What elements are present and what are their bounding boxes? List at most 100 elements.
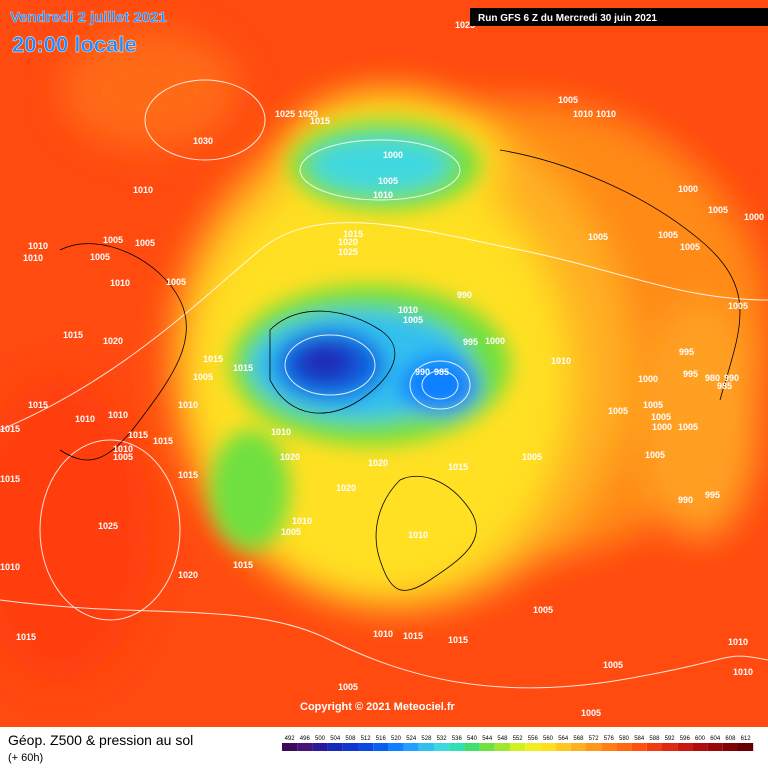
colorbar-label: 552: [513, 736, 524, 742]
isobar-label: 1010: [28, 241, 48, 251]
isobar-label: 1010: [733, 667, 753, 677]
isobar-label: 1000: [678, 184, 698, 194]
isobar-label: 985: [717, 381, 732, 391]
colorbar-label: 612: [741, 736, 752, 742]
colorbar-swatch: [434, 743, 450, 751]
isobar-label: 1005: [90, 252, 110, 262]
isobar-label: 1020: [280, 452, 300, 462]
colorbar-swatch: [631, 743, 647, 751]
isobar-label: 1005: [651, 412, 671, 422]
isobar-label: 1005: [603, 660, 623, 670]
isobar-label: 1015: [16, 632, 36, 642]
isobar-label: 1015: [233, 560, 253, 570]
isobar-label: 1005: [558, 95, 578, 105]
colorbar-swatch: [312, 743, 328, 751]
colorbar-label: 532: [437, 736, 448, 742]
colorbar-label: 548: [497, 736, 508, 742]
colorbar-swatch: [646, 743, 662, 751]
isobar-label: 1005: [588, 232, 608, 242]
isobar-label: 1010: [133, 185, 153, 195]
isobar-label: 1000: [744, 212, 764, 222]
isobar-label: 1015: [178, 470, 198, 480]
colorbar-swatch: [403, 743, 419, 751]
isobar-label: 1015: [28, 400, 48, 410]
colorbar-swatch: [510, 743, 526, 751]
isobar-label: 1005: [135, 238, 155, 248]
colorbar-swatch: [677, 743, 693, 751]
isobar-label: 1020: [338, 237, 358, 247]
isobar-label: 1010: [728, 637, 748, 647]
isobar-label: 1005: [166, 277, 186, 287]
isobar-label: 1010: [110, 278, 130, 288]
colorbar-label: 588: [649, 736, 660, 742]
isobar-label: 1005: [403, 315, 423, 325]
isobar-label: 1005: [378, 176, 398, 186]
isobar-label: 1005: [533, 605, 553, 615]
isobar-label: 990: [415, 367, 430, 377]
colorbar-swatch: [707, 743, 723, 751]
valid-date: Vendredi 2 juillet 2021: [10, 9, 167, 26]
isobar-label: 1025: [338, 247, 358, 257]
isobar-label: 1015: [0, 424, 20, 434]
colorbar-label: 528: [421, 736, 432, 742]
isobar-label: 1010: [178, 400, 198, 410]
colorbar-swatch: [479, 743, 495, 751]
colorbar-label: 556: [528, 736, 539, 742]
isobar-label: 995: [705, 490, 720, 500]
isobar-label: 1025: [455, 20, 475, 30]
copyright: Copyright © 2021 Meteociel.fr: [300, 701, 456, 713]
isobar-label: 1000: [638, 374, 658, 384]
colorbar-label: 492: [285, 736, 296, 742]
colorbar-swatch: [540, 743, 556, 751]
colorbar-label: 580: [619, 736, 630, 742]
isobar-label: 1005: [708, 205, 728, 215]
colorbar-swatch: [570, 743, 586, 751]
colorbar-swatch: [525, 743, 541, 751]
isobar-label: 1010: [551, 356, 571, 366]
isobar-label: 985: [434, 367, 449, 377]
isobar-label: 1015: [343, 229, 363, 239]
colorbar-swatch: [342, 743, 358, 751]
isobar-label: 1030: [193, 136, 213, 146]
colorbar-label: 596: [680, 736, 691, 742]
isobar-label: 1010: [108, 410, 128, 420]
colorbar-swatch: [586, 743, 602, 751]
isobar-label: 1010: [23, 253, 43, 263]
colorbar: 492 496 500 504 508 512 516 520 524 528 532 536 540 5…: [282, 736, 754, 751]
colorbar-swatch: [418, 743, 434, 751]
colorbar-label: 544: [482, 736, 493, 742]
isobar-label: 980: [705, 373, 720, 383]
footer-lead: (+ 60h): [8, 752, 43, 764]
colorbar-swatch: [358, 743, 374, 751]
isobar-label: 1010: [75, 414, 95, 424]
isobar-label: 1010: [573, 109, 593, 119]
isobar-label: 1010: [292, 516, 312, 526]
isobar-label: 1015: [310, 116, 330, 126]
colorbar-swatch: [616, 743, 632, 751]
isobar-label: 1015: [233, 363, 253, 373]
colorbar-label: 568: [573, 736, 584, 742]
isobar-label: 1025: [275, 109, 295, 119]
run-info: Run GFS 6 Z du Mercredi 30 juin 2021: [478, 13, 657, 24]
isobar-label: 1005: [678, 422, 698, 432]
isobar-label: 1010: [373, 190, 393, 200]
colorbar-label: 572: [589, 736, 600, 742]
geopotential-field: [0, 0, 768, 727]
isobar-label: 1015: [63, 330, 83, 340]
colorbar-swatch: [494, 743, 510, 751]
isobar-label: 1005: [522, 452, 542, 462]
colorbar-swatch: [297, 743, 313, 751]
colorbar-label: 516: [376, 736, 387, 742]
colorbar-label: 600: [695, 736, 706, 742]
isobar-label: 990: [457, 290, 472, 300]
isobar-label: 1005: [645, 450, 665, 460]
colorbar-swatch: [449, 743, 465, 751]
run-banner: [470, 8, 768, 26]
colorbar-label: 508: [345, 736, 356, 742]
isobar-label: 990: [724, 373, 739, 383]
isobar-label: 1005: [728, 301, 748, 311]
valid-time: 20:00 locale: [12, 32, 137, 57]
isobar-label: 1010: [398, 305, 418, 315]
isobar-label: 1015: [128, 430, 148, 440]
